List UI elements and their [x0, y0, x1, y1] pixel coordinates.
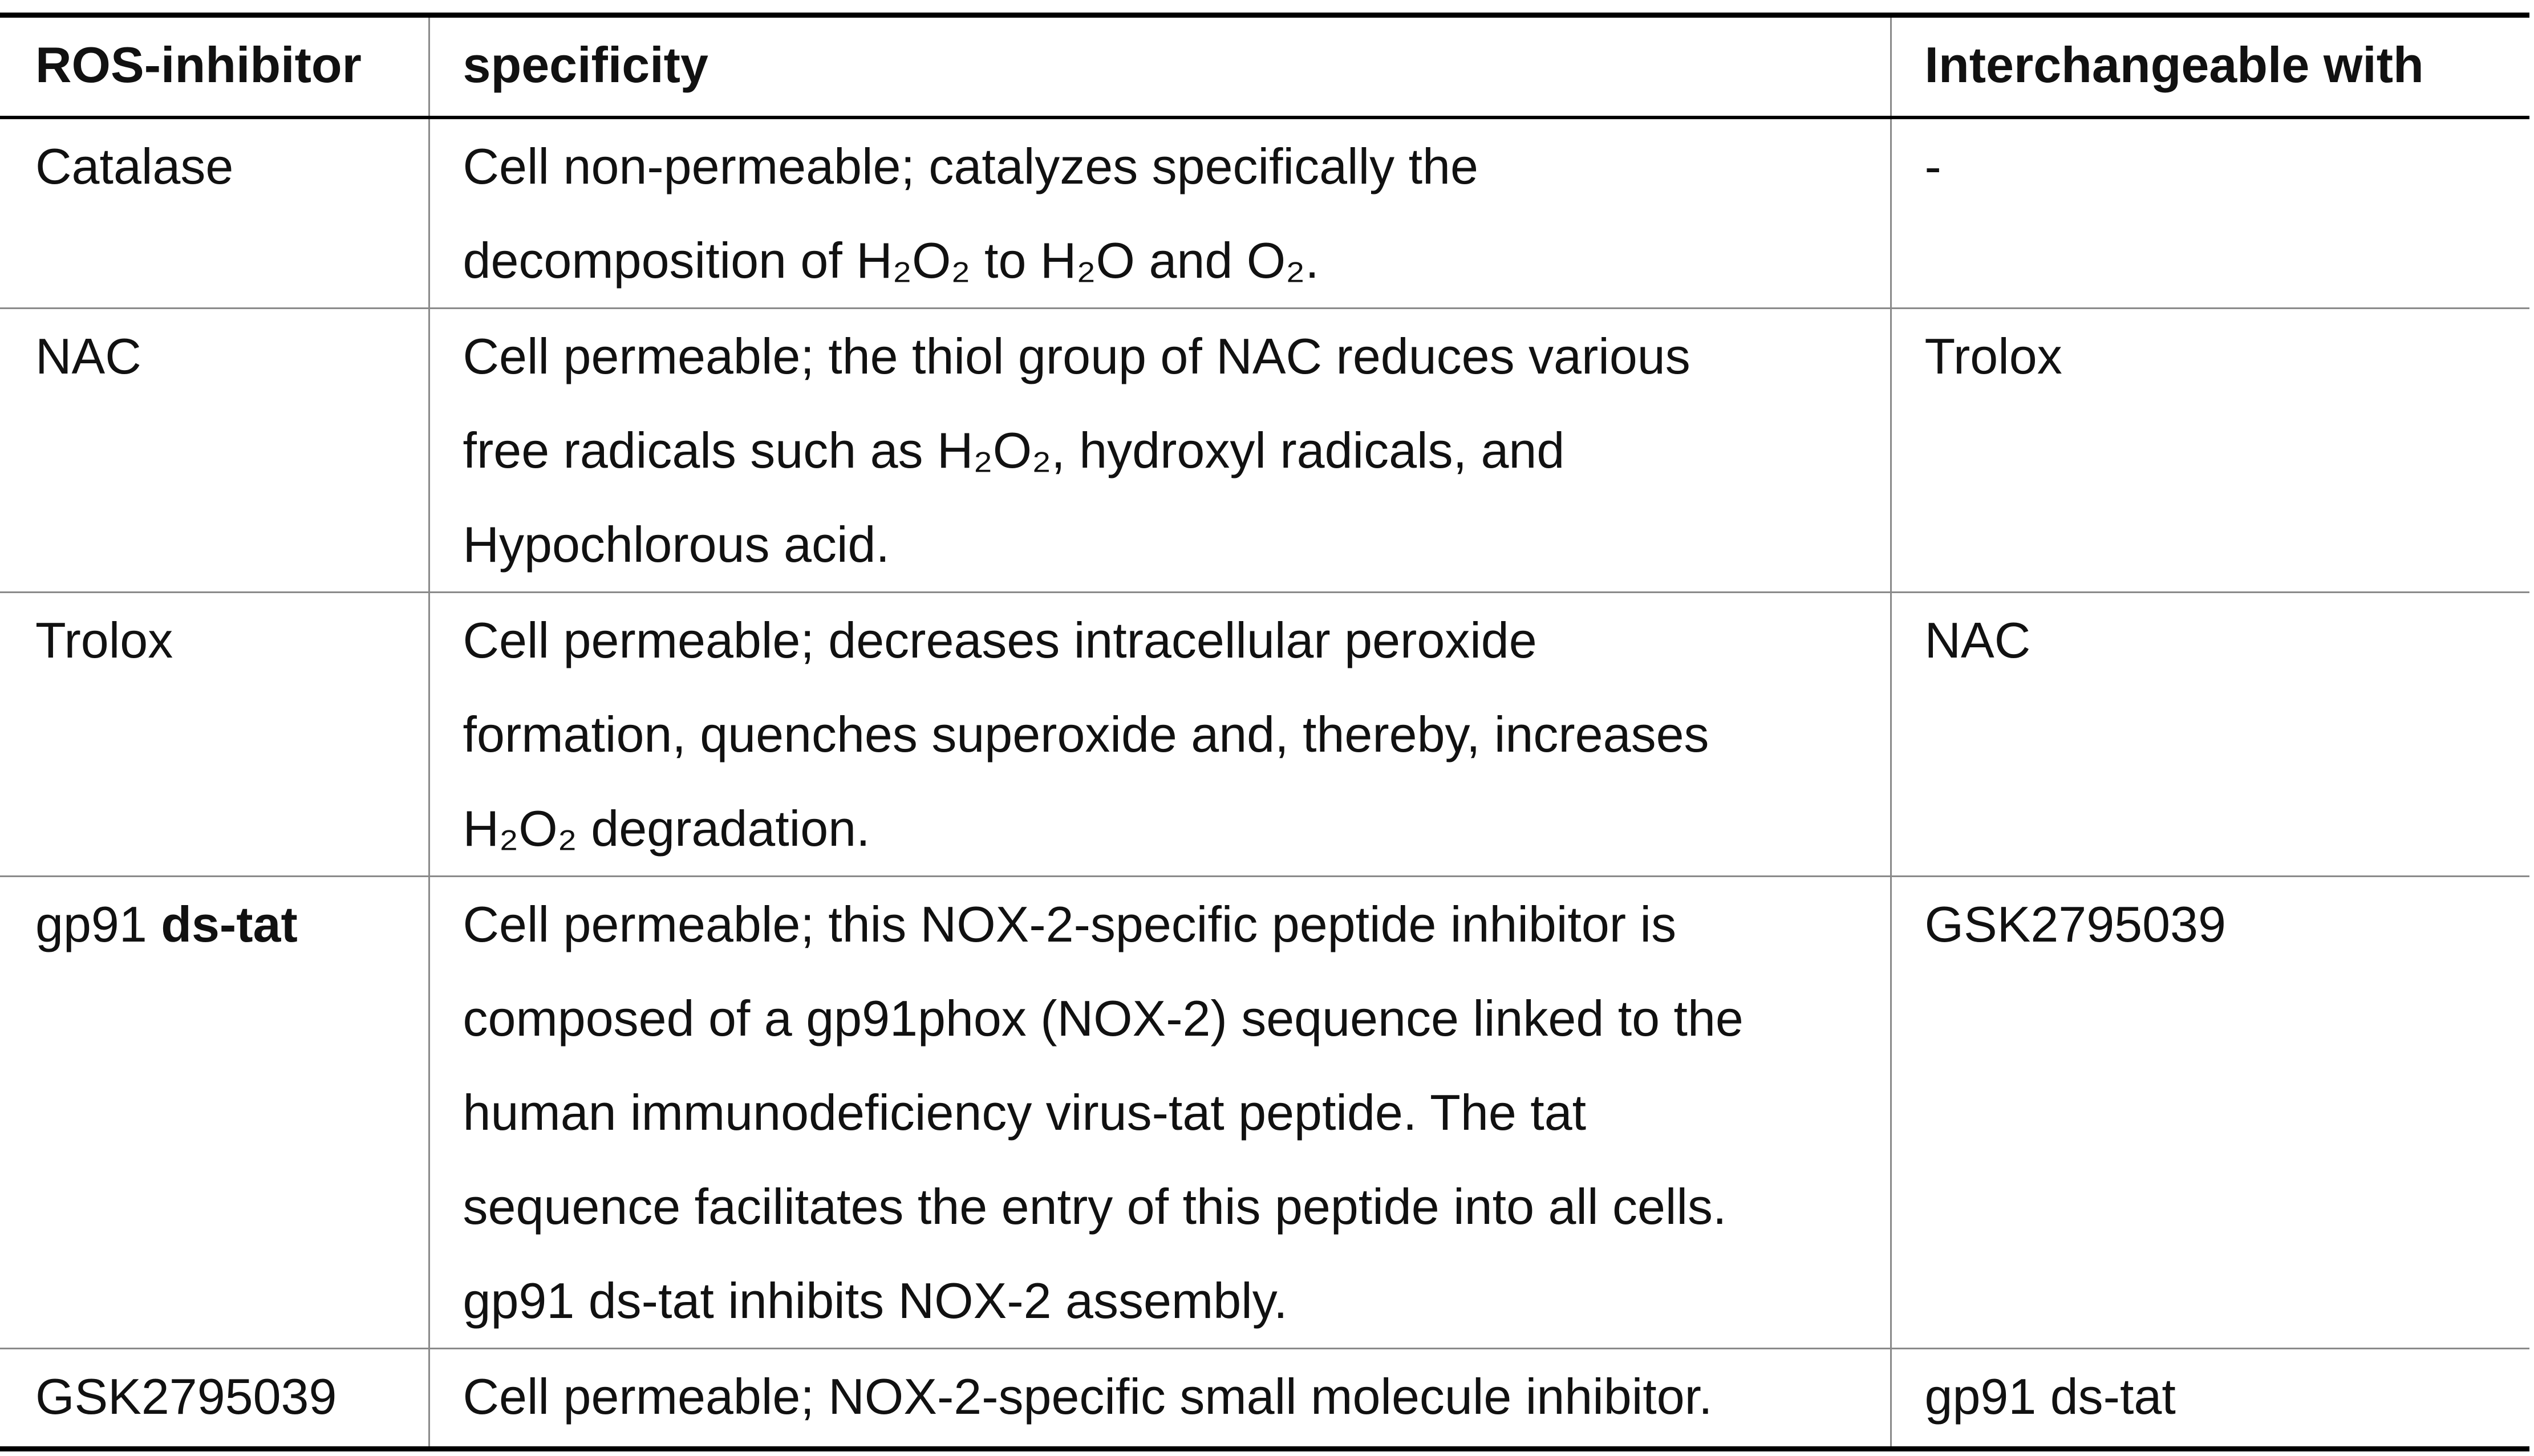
inhibitor-table-container: ROS-inhibitor specificity Interchangeabl… — [0, 13, 2529, 1451]
cell-specificity: Cell permeable; the thiol group of NAC r… — [428, 308, 1891, 593]
specificity-line: free radicals such as H₂O₂, hydroxyl rad… — [463, 422, 1565, 478]
specificity-line: gp91 ds-tat inhibits NOX-2 assembly. — [463, 1272, 1288, 1329]
header-specificity: specificity — [428, 15, 1891, 117]
table-row: Trolox Cell permeable; decreases intrace… — [0, 592, 2529, 877]
cell-specificity: Cell permeable; decreases intracellular … — [428, 592, 1891, 877]
specificity-line: formation, quenches superoxide and, ther… — [463, 706, 1709, 763]
inhibitor-name-part: gp91 — [35, 896, 161, 952]
specificity-line: Cell permeable; the thiol group of NAC r… — [463, 328, 1690, 384]
cell-specificity: Cell permeable; this NOX-2-specific pept… — [428, 876, 1891, 1349]
cell-interchangeable: gp91 ds-tat — [1890, 1348, 2529, 1449]
cell-inhibitor: gp91 ds-tat — [0, 877, 429, 1349]
cell-specificity: Cell non-permeable; catalyzes specifical… — [428, 117, 1891, 309]
specificity-line: Cell permeable; this NOX-2-specific pept… — [463, 896, 1677, 952]
ros-inhibitor-table: ROS-inhibitor specificity Interchangeabl… — [0, 13, 2529, 1451]
table-row: NAC Cell permeable; the thiol group of N… — [0, 308, 2529, 593]
specificity-line: Cell non-permeable; catalyzes specifical… — [463, 138, 1478, 194]
specificity-line: composed of a gp91phox (NOX-2) sequence … — [463, 990, 1744, 1047]
header-ros-inhibitor: ROS-inhibitor — [35, 36, 362, 93]
inhibitor-name-bold-part: ds-tat — [161, 896, 298, 952]
cell-interchangeable: GSK2795039 — [1890, 876, 2529, 1349]
specificity-line: H₂O₂ degradation. — [463, 800, 870, 857]
cell-interchangeable: NAC — [1890, 592, 2529, 877]
header-row: ROS-inhibitor specificity Interchangeabl… — [0, 15, 2529, 117]
cell-inhibitor: Catalase — [35, 138, 234, 194]
cell-inhibitor: GSK2795039 — [35, 1368, 337, 1425]
table-row: GSK2795039 Cell permeable; NOX-2-specifi… — [0, 1348, 2529, 1449]
specificity-line: decomposition of H₂O₂ to H₂O and O₂. — [463, 232, 1319, 289]
cell-interchangeable: - — [1890, 117, 2529, 309]
specificity-line: Cell permeable; decreases intracellular … — [463, 612, 1537, 668]
specificity-line: sequence facilitates the entry of this p… — [463, 1178, 1727, 1235]
cell-inhibitor: NAC — [35, 328, 141, 384]
cell-interchangeable: Trolox — [1890, 308, 2529, 593]
specificity-line: human immunodeficiency virus-tat peptide… — [463, 1084, 1587, 1141]
specificity-line: Hypochlorous acid. — [463, 516, 890, 573]
table-row: Catalase Cell non-permeable; catalyzes s… — [0, 117, 2529, 309]
table-row: gp91 ds-tat Cell permeable; this NOX-2-s… — [0, 876, 2529, 1349]
header-interchangeable-with: Interchangeable with — [1890, 15, 2529, 117]
cell-specificity: Cell permeable; NOX-2-specific small mol… — [428, 1348, 1891, 1449]
cell-inhibitor: Trolox — [35, 612, 173, 668]
specificity-line: Cell permeable; NOX-2-specific small mol… — [463, 1368, 1713, 1425]
